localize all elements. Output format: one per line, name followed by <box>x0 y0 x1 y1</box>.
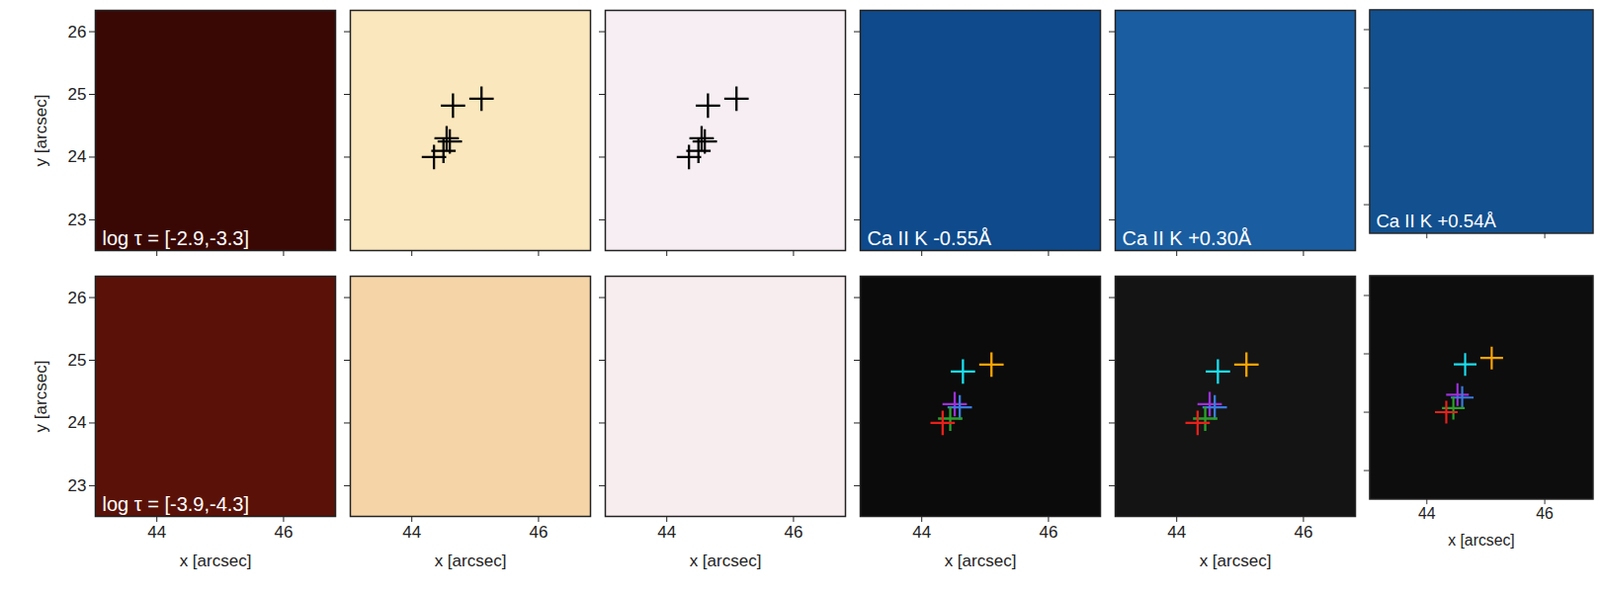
svg-text:46: 46 <box>1038 522 1058 542</box>
svg-text:y [arcsec]: y [arcsec] <box>31 94 51 168</box>
svg-text:x [arcsec]: x [arcsec] <box>179 551 253 571</box>
svg-text:25: 25 <box>68 84 87 104</box>
svg-text:26: 26 <box>68 22 87 42</box>
svg-text:Ca II K -0.55Å: Ca II K -0.55Å <box>867 227 993 250</box>
svg-text:y [arcsec]: y [arcsec] <box>31 360 51 433</box>
svg-text:x [arcsec]: x [arcsec] <box>944 551 1017 571</box>
svg-text:46: 46 <box>273 522 293 542</box>
svg-text:44: 44 <box>657 522 676 542</box>
svg-text:23: 23 <box>68 476 87 496</box>
svg-text:26: 26 <box>68 288 87 308</box>
svg-text:24: 24 <box>68 413 87 432</box>
svg-text:44: 44 <box>912 522 931 542</box>
svg-text:23: 23 <box>68 210 87 230</box>
svg-text:46: 46 <box>528 522 548 542</box>
svg-text:x [arcsec]: x [arcsec] <box>1199 551 1272 571</box>
svg-text:24: 24 <box>68 147 87 167</box>
svg-text:46: 46 <box>783 522 803 542</box>
svg-text:44: 44 <box>1418 505 1436 522</box>
svg-text:44: 44 <box>1167 522 1186 542</box>
svg-text:x [arcsec]: x [arcsec] <box>1447 531 1516 549</box>
svg-text:44: 44 <box>147 522 167 542</box>
svg-text:Ca II K +0.54Å: Ca II K +0.54Å <box>1375 210 1497 232</box>
svg-text:25: 25 <box>68 350 87 370</box>
svg-text:46: 46 <box>1293 522 1313 542</box>
svg-text:Ca II K +0.30Å: Ca II K +0.30Å <box>1122 227 1253 250</box>
svg-text:x [arcsec]: x [arcsec] <box>689 551 762 571</box>
svg-text:x [arcsec]: x [arcsec] <box>434 551 507 571</box>
svg-text:log τ = [-3.9,-4.3]: log τ = [-3.9,-4.3] <box>102 493 251 515</box>
svg-text:46: 46 <box>1535 505 1554 522</box>
svg-text:log τ = [-2.9,-3.3]: log τ = [-2.9,-3.3] <box>102 227 251 250</box>
svg-text:44: 44 <box>402 522 422 542</box>
